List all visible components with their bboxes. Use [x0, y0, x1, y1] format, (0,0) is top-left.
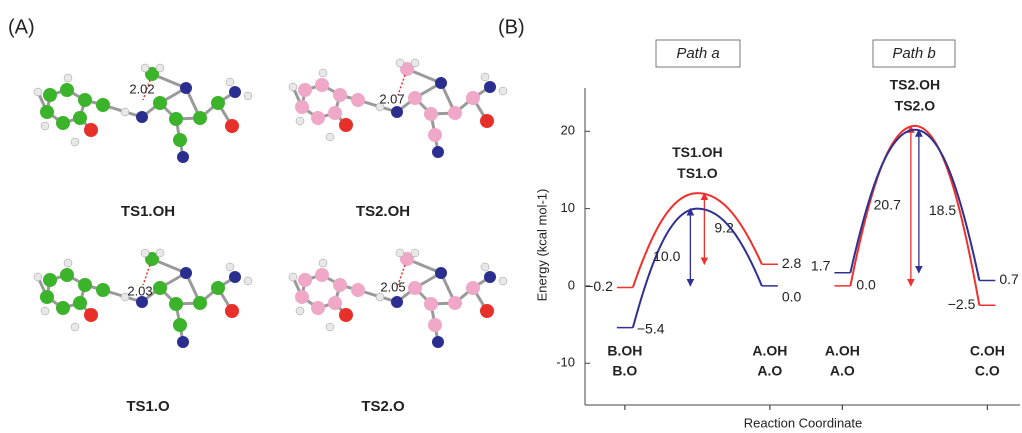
structure-label: TS1.OH — [121, 203, 175, 220]
y-tick-label: -10 — [556, 355, 575, 370]
value-label: −2.5 — [948, 296, 976, 312]
path-title: Path a — [676, 45, 719, 62]
x-axis-label: Reaction Coordinate — [744, 415, 863, 430]
molecule — [34, 249, 252, 348]
ts-label: TS2.OH — [890, 77, 941, 93]
ts-label: TS1.OH — [672, 144, 723, 160]
y-tick-label: 10 — [561, 200, 575, 215]
distance-label: 2.02 — [129, 81, 154, 96]
panel-label: (B) — [498, 16, 525, 38]
panel-label: (A) — [8, 16, 35, 38]
state-label: A.OH — [825, 343, 860, 359]
barrier-label: 18.5 — [929, 202, 956, 218]
state-label: C.OH — [970, 343, 1005, 359]
structure-label: TS1.O — [126, 398, 170, 415]
molecule — [289, 59, 507, 158]
ts-label: TS1.O — [677, 165, 718, 181]
structure-label: TS2.OH — [356, 203, 410, 220]
value-label: 0.0 — [856, 277, 876, 293]
state-label: A.O — [757, 363, 782, 379]
path-title: Path b — [892, 45, 935, 62]
value-label: 2.8 — [782, 255, 802, 271]
state-label: C.O — [975, 363, 1000, 379]
distance-label: 2.03 — [127, 283, 152, 298]
value-label: 1.7 — [811, 257, 831, 273]
barrier-label: 10.0 — [653, 248, 680, 264]
value-label: −0.2 — [585, 278, 613, 294]
energy-curve — [633, 193, 762, 287]
molecule — [289, 249, 507, 348]
barrier-label: 20.7 — [874, 197, 901, 213]
y-tick-label: 0 — [568, 277, 575, 292]
state-label: A.O — [830, 363, 855, 379]
structure-label: TS2.O — [361, 398, 405, 415]
distance-label: 2.07 — [379, 91, 404, 106]
ts-label: TS2.O — [895, 98, 936, 114]
value-label: 0.0 — [782, 289, 802, 305]
state-label: A.OH — [752, 343, 787, 359]
value-label: −5.4 — [637, 320, 665, 336]
y-tick-label: 20 — [561, 123, 575, 138]
value-label: 0.7 — [999, 271, 1019, 287]
state-label: B.OH — [607, 343, 642, 359]
figure: (A) 2.02 2.07 2.03 2.05 TS1.OH TS2.OH TS… — [0, 0, 1022, 433]
distance-label: 2.05 — [380, 279, 405, 294]
state-label: B.O — [612, 363, 637, 379]
molecule — [34, 64, 252, 163]
y-axis-label: Energy (kcal mol-1) — [534, 189, 549, 302]
